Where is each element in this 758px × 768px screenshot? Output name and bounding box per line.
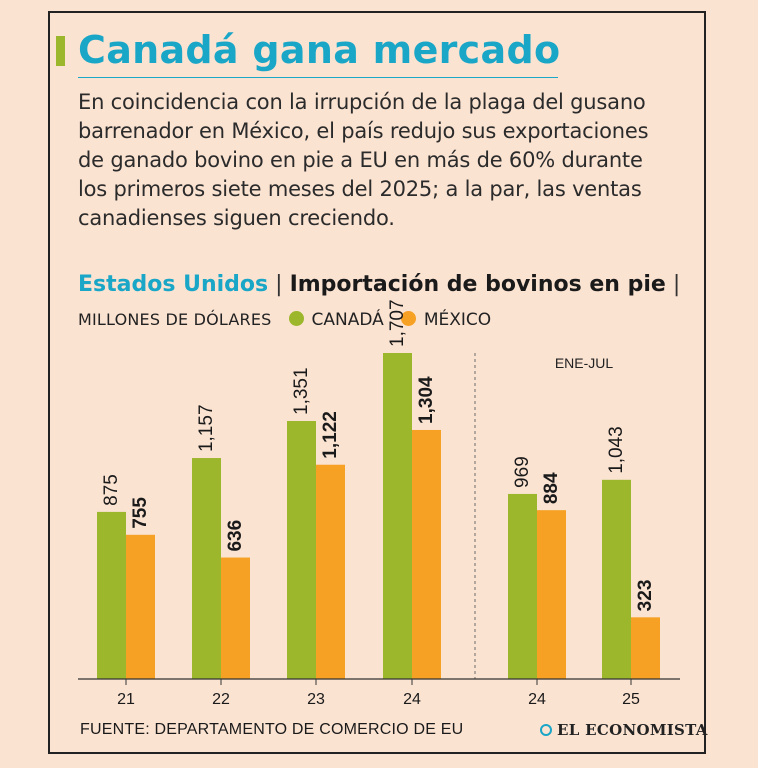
data-label-canada: 1,157	[196, 404, 217, 452]
data-label-mexico: 755	[130, 497, 151, 529]
chart-title: Importación de bovinos en pie	[289, 272, 666, 297]
data-label-canada: 875	[101, 474, 122, 506]
title-accent-bar	[56, 36, 65, 66]
legend-canada-swatch	[288, 311, 304, 326]
chart-unit: MILLONES DE DÓLARES	[78, 310, 272, 329]
logo-text: EL ECONOMISTA	[557, 721, 708, 739]
source-note: FUENTE: DEPARTAMENTO DE COMERCIO DE EU	[80, 721, 464, 738]
x-tick-label: 24	[528, 691, 546, 708]
period-annotation: ENE-JUL	[555, 355, 614, 371]
legend-mexico-swatch	[400, 311, 416, 326]
bar-canada	[97, 511, 126, 679]
x-tick-label: 23	[307, 691, 325, 708]
chart-country: Estados Unidos	[78, 272, 269, 297]
logo-mark-icon	[540, 724, 552, 736]
bar-mexico	[126, 534, 155, 679]
data-label-canada: 1,351	[291, 367, 312, 415]
chart-heading: Estados Unidos | Importación de bovinos …	[78, 268, 688, 337]
bar-mexico	[412, 429, 441, 679]
bar-mexico	[537, 510, 566, 679]
x-tick-label: 24	[403, 691, 421, 708]
x-tick-label: 22	[212, 691, 230, 708]
publisher-logo: EL ECONOMISTA	[540, 721, 708, 739]
bar-canada	[383, 353, 412, 679]
bar-canada	[287, 420, 316, 679]
bar-mexico	[316, 464, 345, 679]
legend-mexico: MÉXICO	[400, 310, 492, 330]
legend-canada: CANADÁ	[288, 310, 384, 330]
data-label-mexico: 323	[635, 580, 656, 612]
data-label-mexico: 884	[541, 472, 562, 504]
data-label-mexico: 1,304	[416, 376, 437, 424]
legend-canada-label: CANADÁ	[311, 310, 384, 330]
x-tick-label: 21	[117, 691, 135, 708]
heading-separator: |	[275, 272, 283, 297]
bar-canada	[508, 493, 537, 679]
data-label-canada: 969	[512, 456, 533, 488]
bar-canada	[192, 458, 221, 679]
infographic-title: Canadá gana mercado	[78, 28, 561, 72]
infographic-frame	[48, 11, 706, 754]
legend-mexico-label: MÉXICO	[423, 310, 492, 330]
unit-separator: |	[672, 272, 681, 297]
bar-mexico	[221, 557, 250, 679]
data-label-canada: 1,707	[387, 299, 408, 347]
bar-canada	[602, 479, 631, 679]
data-label-mexico: 1,122	[320, 411, 341, 459]
data-label-mexico: 636	[225, 520, 246, 552]
title-underline	[78, 77, 558, 78]
data-label-canada: 1,043	[606, 426, 627, 474]
lead-paragraph: En coincidencia con la irrupción de la p…	[78, 90, 649, 230]
x-tick-label: 25	[622, 691, 640, 708]
bar-mexico	[631, 617, 660, 679]
